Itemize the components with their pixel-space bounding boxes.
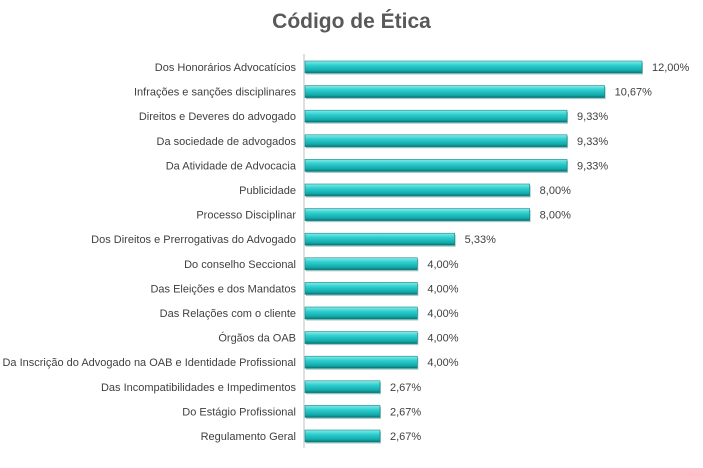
data-label: 2,67% (390, 406, 421, 418)
chart-title: Código de Ética (272, 10, 431, 33)
category-label: Regulamento Geral (201, 431, 296, 443)
bar (304, 355, 418, 369)
data-label: 10,67% (615, 87, 653, 99)
data-label: 9,33% (577, 136, 608, 148)
bar (304, 257, 418, 271)
category-label: Das Relações com o cliente (160, 308, 296, 320)
bar (304, 380, 381, 394)
bar (304, 159, 568, 172)
bar (304, 331, 418, 344)
bar (304, 134, 568, 148)
bar (304, 306, 418, 320)
data-label: 5,33% (465, 234, 496, 246)
data-label: 4,00% (427, 283, 458, 295)
category-label: Dos Honorários Advocatícios (155, 62, 297, 74)
category-label: Da Atividade de Advocacia (166, 160, 297, 172)
data-label: 9,33% (577, 111, 608, 123)
bar (304, 405, 381, 418)
category-label: Direitos e Deveres do advogado (139, 111, 296, 123)
data-label: 12,00% (652, 62, 690, 74)
bar (304, 85, 605, 98)
bar (304, 183, 530, 197)
bar (304, 208, 530, 221)
data-label: 2,67% (390, 382, 421, 394)
bar (304, 282, 418, 295)
category-label: Do conselho Seccional (184, 259, 296, 271)
category-label: Órgãos da OAB (218, 332, 296, 345)
bar (304, 109, 568, 123)
data-label: 8,00% (540, 210, 571, 222)
bar (304, 429, 381, 443)
category-label: Da sociedade de advogados (157, 136, 297, 148)
bar (304, 60, 643, 74)
category-label: Das Eleições e dos Mandatos (150, 283, 296, 295)
data-label: 4,00% (427, 308, 458, 320)
data-label: 8,00% (540, 185, 571, 197)
bar (304, 232, 455, 246)
category-label: Infrações e sanções disciplinares (134, 87, 297, 99)
data-label: 4,00% (427, 333, 458, 345)
category-label: Publicidade (239, 185, 296, 197)
data-label: 4,00% (427, 357, 458, 369)
category-label: Das Incompatibilidades e Impedimentos (101, 382, 297, 394)
data-label: 2,67% (390, 431, 421, 443)
data-label: 4,00% (427, 259, 458, 271)
data-label: 9,33% (577, 160, 608, 172)
category-label: Dos Direitos e Prerrogativas do Advogado (91, 234, 296, 246)
category-label: Do Estágio Profissional (182, 406, 296, 418)
category-label: Da Inscrição do Advogado na OAB e Identi… (2, 357, 296, 369)
category-label: Processo Disciplinar (196, 210, 296, 222)
